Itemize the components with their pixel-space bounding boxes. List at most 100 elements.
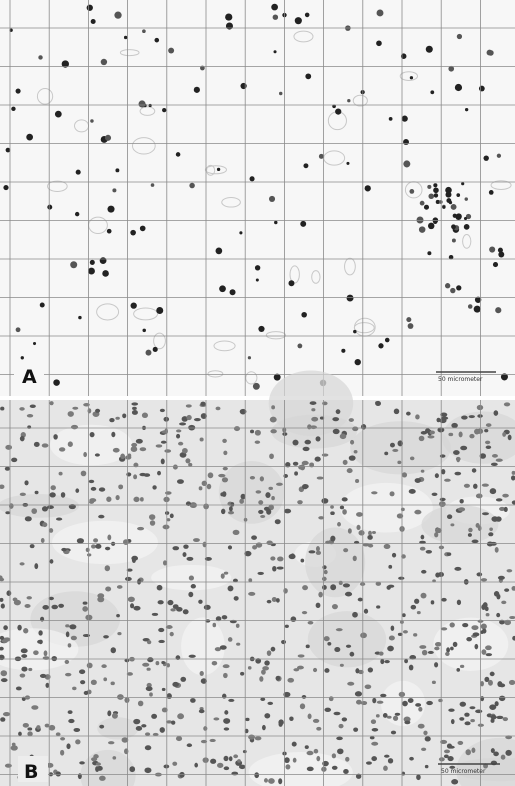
nucleus bbox=[20, 673, 26, 677]
nucleus bbox=[132, 407, 137, 410]
nucleus bbox=[108, 741, 114, 744]
nucleus bbox=[354, 450, 358, 454]
nucleus bbox=[269, 196, 275, 202]
nucleus bbox=[336, 628, 343, 631]
nucleus bbox=[406, 317, 411, 322]
nucleus bbox=[342, 717, 347, 721]
nucleus bbox=[267, 600, 272, 604]
nucleus bbox=[1, 670, 8, 676]
nucleus bbox=[456, 193, 460, 197]
nucleus bbox=[457, 741, 463, 745]
nucleus bbox=[415, 414, 420, 419]
nucleus bbox=[87, 663, 93, 669]
nucleus bbox=[149, 692, 153, 696]
nucleus bbox=[140, 226, 146, 232]
nucleus bbox=[66, 743, 70, 749]
nucleus bbox=[402, 701, 408, 707]
nucleus bbox=[454, 472, 461, 476]
nucleus bbox=[133, 474, 137, 479]
nucleus bbox=[268, 487, 273, 490]
nucleus bbox=[343, 583, 350, 587]
nucleus bbox=[330, 584, 336, 590]
nucleus bbox=[434, 662, 438, 667]
nucleus bbox=[495, 547, 499, 553]
nucleus bbox=[308, 714, 312, 720]
nucleus bbox=[448, 709, 454, 712]
nucleus bbox=[162, 688, 166, 691]
nucleus bbox=[61, 492, 66, 498]
nucleus bbox=[501, 601, 506, 605]
tissue-patch bbox=[219, 461, 285, 524]
nucleus bbox=[270, 429, 276, 433]
nucleus bbox=[149, 104, 152, 107]
nucleus bbox=[297, 343, 302, 348]
nucleus bbox=[337, 522, 341, 526]
panel-label: B bbox=[24, 761, 38, 783]
nucleus bbox=[305, 13, 310, 18]
nucleus bbox=[461, 182, 464, 185]
nucleus bbox=[322, 585, 327, 590]
nucleus bbox=[461, 415, 467, 419]
nucleus bbox=[476, 523, 480, 528]
nucleus bbox=[329, 696, 334, 701]
nucleus bbox=[250, 176, 255, 181]
nucleus bbox=[389, 635, 395, 640]
nucleus bbox=[421, 431, 427, 435]
nucleus bbox=[132, 410, 138, 415]
nucleus bbox=[133, 606, 140, 611]
nucleus bbox=[498, 248, 503, 253]
nucleus bbox=[122, 413, 126, 418]
nucleus bbox=[156, 661, 160, 665]
nucleus bbox=[126, 472, 131, 476]
nucleus bbox=[160, 409, 165, 412]
nucleus bbox=[256, 279, 259, 282]
nucleus bbox=[68, 411, 74, 417]
nucleus bbox=[419, 645, 426, 649]
nucleus bbox=[153, 733, 159, 736]
nucleus bbox=[97, 766, 103, 771]
nucleus bbox=[228, 545, 232, 549]
nucleus bbox=[313, 668, 317, 672]
nucleus bbox=[59, 472, 63, 476]
nucleus bbox=[266, 540, 272, 545]
nucleus bbox=[268, 778, 275, 784]
nucleus bbox=[352, 612, 358, 618]
nucleus bbox=[307, 424, 311, 429]
nucleus bbox=[330, 511, 335, 515]
nucleus bbox=[91, 544, 96, 548]
nucleus bbox=[139, 100, 146, 107]
nucleus bbox=[250, 476, 255, 480]
nucleus bbox=[404, 659, 408, 663]
nucleus bbox=[68, 643, 72, 647]
nucleus bbox=[228, 699, 234, 702]
figure: A 50 micrometer B 50 micrometer bbox=[0, 0, 515, 786]
nucleus bbox=[409, 665, 414, 671]
nucleus bbox=[384, 660, 389, 663]
nucleus bbox=[89, 480, 95, 483]
nucleus bbox=[356, 512, 363, 517]
nucleus bbox=[497, 681, 502, 687]
nucleus bbox=[142, 663, 149, 667]
nucleus bbox=[95, 453, 100, 456]
nucleus bbox=[186, 557, 193, 561]
nucleus bbox=[56, 732, 61, 736]
nucleus bbox=[28, 668, 32, 671]
nucleus bbox=[428, 651, 434, 654]
nucleus bbox=[356, 525, 360, 530]
nucleus bbox=[176, 607, 183, 612]
nucleus bbox=[486, 653, 492, 656]
nucleus bbox=[49, 725, 56, 731]
nucleus bbox=[210, 759, 216, 764]
nucleus bbox=[111, 647, 116, 653]
nucleus bbox=[60, 750, 64, 756]
nucleus bbox=[31, 705, 38, 709]
nucleus bbox=[472, 468, 477, 472]
nucleus bbox=[376, 714, 380, 717]
nucleus bbox=[0, 407, 4, 411]
nucleus bbox=[378, 343, 383, 348]
nucleus bbox=[410, 456, 415, 460]
nucleus bbox=[5, 511, 10, 514]
nucleus bbox=[343, 548, 348, 552]
nucleus bbox=[356, 700, 362, 705]
nucleus bbox=[176, 152, 181, 157]
